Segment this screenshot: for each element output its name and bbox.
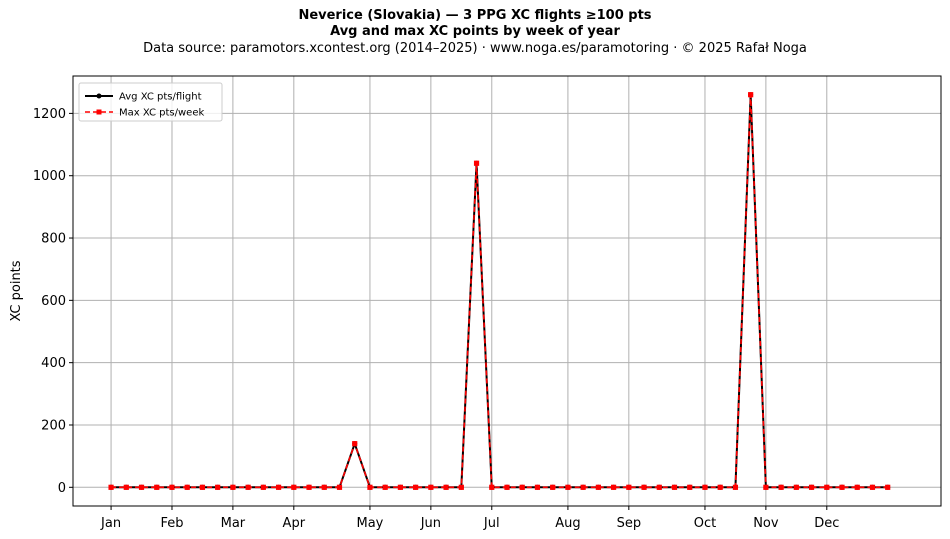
data-point: [230, 484, 236, 490]
data-point: [656, 484, 662, 490]
y-tick-label: 600: [41, 294, 66, 309]
data-point: [580, 484, 586, 490]
legend-marker: [96, 93, 102, 99]
data-point: [717, 484, 723, 490]
x-tick-label: May: [357, 516, 384, 531]
y-tick-label: 800: [41, 232, 66, 247]
data-point: [367, 484, 373, 490]
data-point: [626, 484, 632, 490]
data-point: [458, 484, 464, 490]
data-point: [504, 484, 510, 490]
data-point: [565, 484, 571, 490]
data-point: [748, 92, 754, 98]
legend-label: Avg XC pts/flight: [119, 92, 202, 103]
x-tick-label: Jan: [100, 516, 121, 531]
series-layer: [108, 92, 891, 490]
data-point: [306, 484, 312, 490]
legend: Avg XC pts/flight Max XC pts/week: [78, 82, 223, 122]
x-tick-label: Jul: [483, 516, 500, 531]
data-point: [885, 484, 891, 490]
y-tick-label: 400: [41, 356, 66, 371]
data-point: [108, 484, 114, 490]
data-point: [610, 484, 617, 490]
data-point: [839, 484, 845, 490]
y-tick-label: 1200: [33, 107, 66, 122]
data-point: [519, 484, 525, 490]
series-avg: [108, 92, 891, 490]
chart-title: Neverice (Slovakia) — 3 PPG XC flights ≥…: [298, 8, 652, 23]
data-point: [808, 484, 815, 490]
x-tick-label: Nov: [753, 516, 779, 531]
grid: [73, 76, 941, 506]
data-point: [854, 484, 860, 490]
x-tick-label: Aug: [555, 516, 580, 531]
x-tick-label: Oct: [694, 516, 716, 531]
data-point: [215, 484, 221, 490]
data-point: [443, 484, 449, 490]
data-point: [869, 484, 876, 490]
data-source-note: Data source: paramotors.xcontest.org (20…: [143, 41, 807, 56]
data-point: [382, 484, 388, 490]
x-tick-label: Sep: [617, 516, 642, 531]
series-max: [108, 92, 891, 490]
data-point: [352, 441, 358, 447]
data-point: [336, 484, 343, 490]
plot-frame: [72, 75, 942, 507]
data-point: [413, 484, 419, 490]
y-tick-label: 0: [58, 481, 66, 496]
legend-marker: [96, 109, 102, 115]
y-tick-label: 200: [41, 418, 66, 433]
data-point: [123, 484, 129, 490]
x-tick-label: Dec: [814, 516, 839, 531]
data-point: [550, 484, 556, 490]
x-tick-label: Apr: [283, 516, 306, 531]
data-point: [245, 484, 251, 490]
data-point: [138, 484, 145, 490]
y-axis-label: XC points: [9, 260, 24, 321]
legend-box: [78, 82, 223, 122]
data-point: [154, 484, 160, 490]
data-point: [169, 484, 175, 490]
y-tick-label: 1000: [33, 169, 66, 184]
ticks: 0 200 400 600 800 1000 1200 Jan Feb Mar Apr May Jun J…: [33, 107, 839, 531]
data-point: [824, 484, 830, 490]
data-point: [671, 484, 678, 490]
chart-subtitle: Avg and max XC points by week of year: [330, 24, 620, 39]
data-point: [260, 484, 266, 490]
data-point: [397, 484, 404, 490]
data-point: [702, 484, 708, 490]
series-line: [111, 93, 888, 489]
data-point: [687, 484, 693, 490]
data-point: [595, 484, 601, 490]
data-point: [793, 484, 799, 490]
data-point: [321, 484, 327, 490]
data-point: [199, 484, 206, 490]
data-point: [641, 484, 647, 490]
x-tick-label: Mar: [221, 516, 246, 531]
data-point: [489, 484, 495, 490]
data-point: [778, 484, 784, 490]
data-point: [732, 484, 739, 490]
data-point: [473, 160, 480, 166]
data-point: [428, 484, 434, 490]
data-point: [275, 484, 282, 490]
data-point: [184, 484, 190, 490]
series-line: [111, 93, 888, 489]
title-block: Neverice (Slovakia) — 3 PPG XC flights ≥…: [0, 8, 950, 58]
x-tick-label: Feb: [160, 516, 183, 531]
data-point: [291, 484, 297, 490]
data-point: [534, 484, 541, 490]
legend-label: Max XC pts/week: [119, 108, 204, 119]
x-tick-label: Jun: [420, 516, 441, 531]
data-point: [763, 484, 769, 490]
